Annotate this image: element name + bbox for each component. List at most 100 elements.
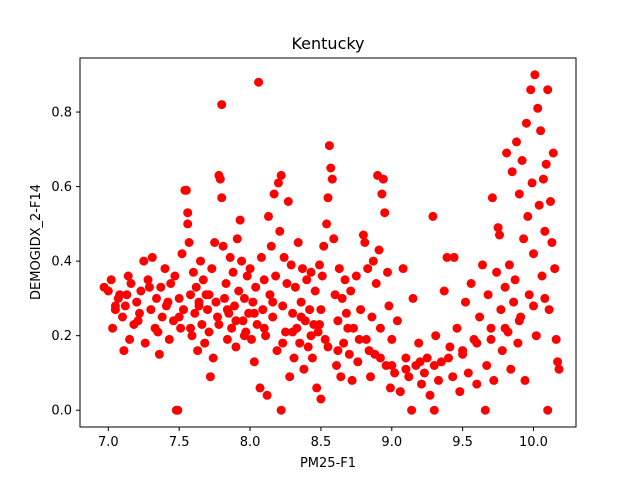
data-point	[164, 334, 174, 344]
data-point	[519, 234, 529, 244]
data-point	[493, 223, 503, 233]
data-point	[363, 264, 373, 274]
data-point	[492, 267, 502, 277]
data-point	[541, 159, 551, 169]
data-point	[360, 238, 370, 247]
data-point	[283, 197, 293, 206]
x-tick-label: 10.0	[519, 435, 548, 450]
data-point	[268, 297, 278, 307]
data-point	[315, 260, 324, 270]
data-point	[184, 238, 194, 247]
data-point	[119, 346, 129, 356]
data-point	[144, 282, 154, 292]
data-point	[487, 193, 497, 203]
data-point	[448, 372, 458, 382]
data-point	[225, 252, 235, 262]
data-point	[265, 290, 275, 300]
data-point	[248, 297, 258, 307]
x-axis-label: PM25-F1	[300, 456, 356, 471]
data-point	[333, 346, 343, 356]
data-point	[500, 282, 510, 292]
data-point	[422, 353, 432, 363]
data-point	[361, 334, 371, 344]
y-tick-label: 0.4	[51, 255, 72, 270]
data-point	[278, 301, 288, 311]
data-point	[472, 379, 482, 389]
data-point	[523, 211, 533, 221]
data-point	[530, 70, 540, 80]
data-point	[288, 327, 298, 337]
data-point	[210, 238, 220, 247]
data-point	[306, 331, 316, 341]
data-point	[228, 267, 238, 277]
data-point	[259, 275, 269, 285]
data-point	[458, 346, 468, 356]
data-point	[264, 211, 273, 221]
data-point	[261, 331, 271, 341]
data-point	[366, 372, 375, 382]
data-point	[510, 275, 520, 285]
data-point	[220, 293, 229, 303]
data-point	[337, 293, 347, 303]
data-point	[463, 368, 473, 378]
data-point	[230, 301, 239, 311]
data-point	[533, 103, 543, 113]
data-point	[354, 334, 364, 344]
data-point	[193, 346, 203, 356]
data-point	[478, 260, 487, 270]
data-point	[271, 271, 281, 281]
data-point	[251, 282, 261, 292]
data-point	[296, 312, 306, 322]
data-point	[282, 279, 292, 288]
data-point	[326, 163, 336, 173]
data-point	[353, 357, 363, 367]
data-point	[387, 361, 397, 370]
data-point	[312, 383, 322, 393]
data-point	[174, 293, 184, 303]
data-point	[255, 383, 265, 393]
data-point	[153, 327, 163, 337]
data-point	[295, 338, 305, 348]
data-point	[181, 185, 191, 195]
data-point	[108, 323, 118, 333]
x-tick-label: 7.5	[169, 435, 190, 450]
data-point	[204, 327, 214, 337]
data-point	[324, 141, 334, 151]
data-point	[103, 286, 113, 296]
data-point	[551, 334, 561, 344]
data-point	[537, 271, 547, 281]
data-point	[529, 249, 538, 259]
data-point	[146, 305, 156, 315]
data-point	[221, 279, 231, 288]
data-point	[380, 208, 390, 218]
data-point	[341, 308, 351, 318]
data-point	[344, 349, 354, 359]
data-point	[521, 118, 531, 128]
data-point	[466, 279, 476, 288]
data-point	[179, 305, 188, 315]
data-point	[529, 301, 538, 311]
data-point	[235, 215, 245, 225]
data-point	[415, 357, 425, 367]
data-point	[392, 316, 402, 326]
data-point	[526, 85, 536, 95]
data-point	[222, 305, 232, 315]
data-point	[278, 338, 288, 348]
data-point	[520, 375, 530, 385]
data-point	[538, 174, 548, 184]
data-point	[385, 383, 395, 393]
data-point	[276, 170, 286, 180]
data-point	[266, 241, 276, 251]
data-point	[332, 361, 341, 370]
data-point	[310, 286, 320, 296]
data-point	[358, 230, 368, 240]
data-point	[404, 372, 414, 382]
data-point	[434, 375, 443, 385]
data-point	[543, 405, 553, 415]
data-point	[461, 297, 470, 307]
data-point	[183, 208, 193, 218]
data-point	[135, 308, 144, 318]
data-point	[319, 241, 329, 251]
data-point	[339, 338, 349, 348]
data-point	[213, 312, 222, 322]
